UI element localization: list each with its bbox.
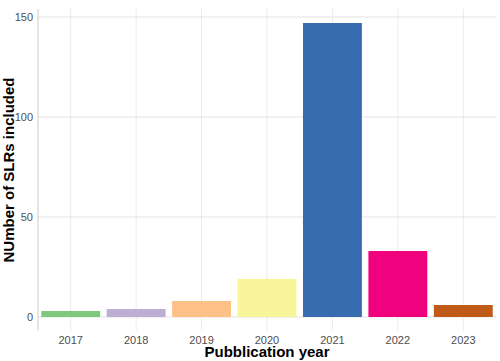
bar [238, 279, 297, 317]
x-grid-line [70, 9, 71, 331]
y-tick-label: 50 [21, 211, 33, 223]
y-tick-label: 0 [27, 311, 33, 323]
bar [41, 311, 100, 317]
bars [41, 23, 492, 317]
x-tick-label: 2022 [386, 334, 410, 346]
bar [434, 305, 493, 317]
bar [107, 309, 166, 317]
x-tick-label: 2017 [58, 334, 82, 346]
y-tick-label: 100 [15, 111, 33, 123]
x-axis-title: Pubblication year [204, 343, 329, 360]
y-axis-line [38, 9, 39, 331]
y-grid-line [38, 217, 496, 218]
y-grid-line [38, 17, 496, 18]
y-axis-title: NUmber of SLRs included [0, 77, 17, 262]
x-grid-line [463, 9, 464, 331]
y-grid-line [38, 117, 496, 118]
x-tick-label: 2018 [124, 334, 148, 346]
x-grid-line [201, 9, 202, 331]
y-tick-label: 150 [15, 11, 33, 23]
bar [303, 23, 362, 317]
bar [172, 301, 231, 317]
bar [368, 251, 427, 317]
x-tick-label: 2023 [451, 334, 475, 346]
x-grid-line [136, 9, 137, 331]
chart: 0501001502017201820192020202120222023Pub… [0, 0, 500, 361]
